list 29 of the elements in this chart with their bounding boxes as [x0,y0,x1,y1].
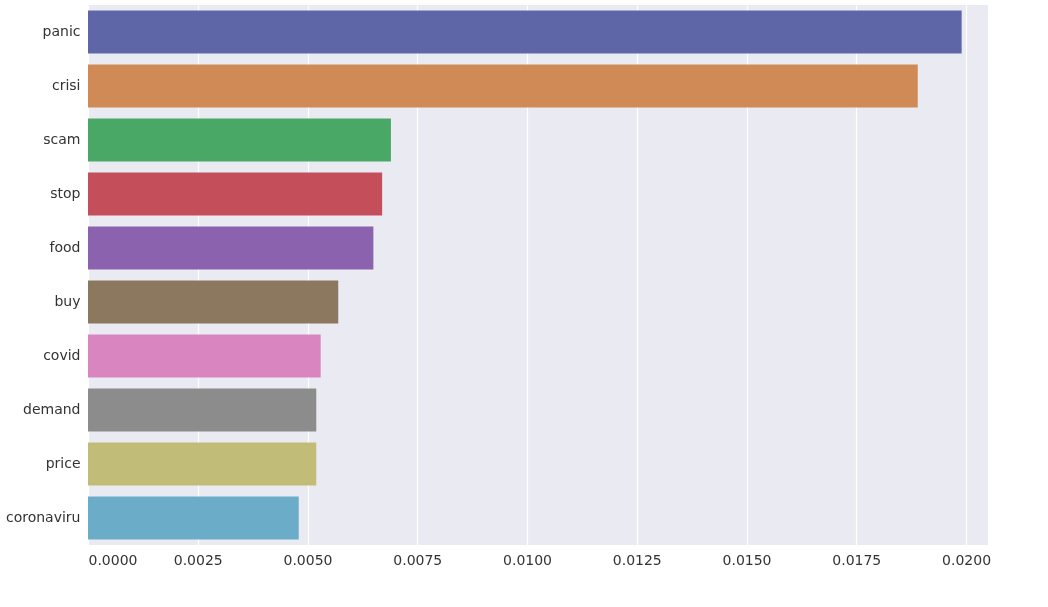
y-tick-label: panic [42,23,81,39]
x-tick-label: 0.0150 [722,551,772,568]
bar [88,496,299,540]
x-tick-label: 0.0175 [832,551,882,568]
bar [88,388,317,432]
x-tick-label: 0.0125 [612,551,662,568]
y-tick-label: stop [50,185,81,201]
bar [88,172,383,216]
x-tick-label: 0.0100 [503,551,553,568]
bar [88,118,391,162]
bar [88,64,918,108]
y-tick-label: buy [54,293,81,309]
x-tick-label: 0.0075 [393,551,443,568]
x-tick-label: 0.0000 [88,551,138,568]
y-tick-label: demand [23,401,81,417]
y-tick-label: covid [43,347,81,363]
y-tick-label: price [45,455,81,471]
y-tick-label: crisi [51,77,81,93]
bar [88,10,962,54]
x-tick-label: 0.0050 [283,551,333,568]
y-tick-label: coronaviru [5,509,81,525]
bar [88,442,317,486]
y-tick-label: scam [43,131,81,147]
x-tick-label: 0.0025 [173,551,223,568]
bar [88,280,339,324]
bar [88,334,321,378]
x-tick-label: 0.0200 [942,551,992,568]
y-tick-label: food [49,239,81,255]
bar [88,226,374,270]
